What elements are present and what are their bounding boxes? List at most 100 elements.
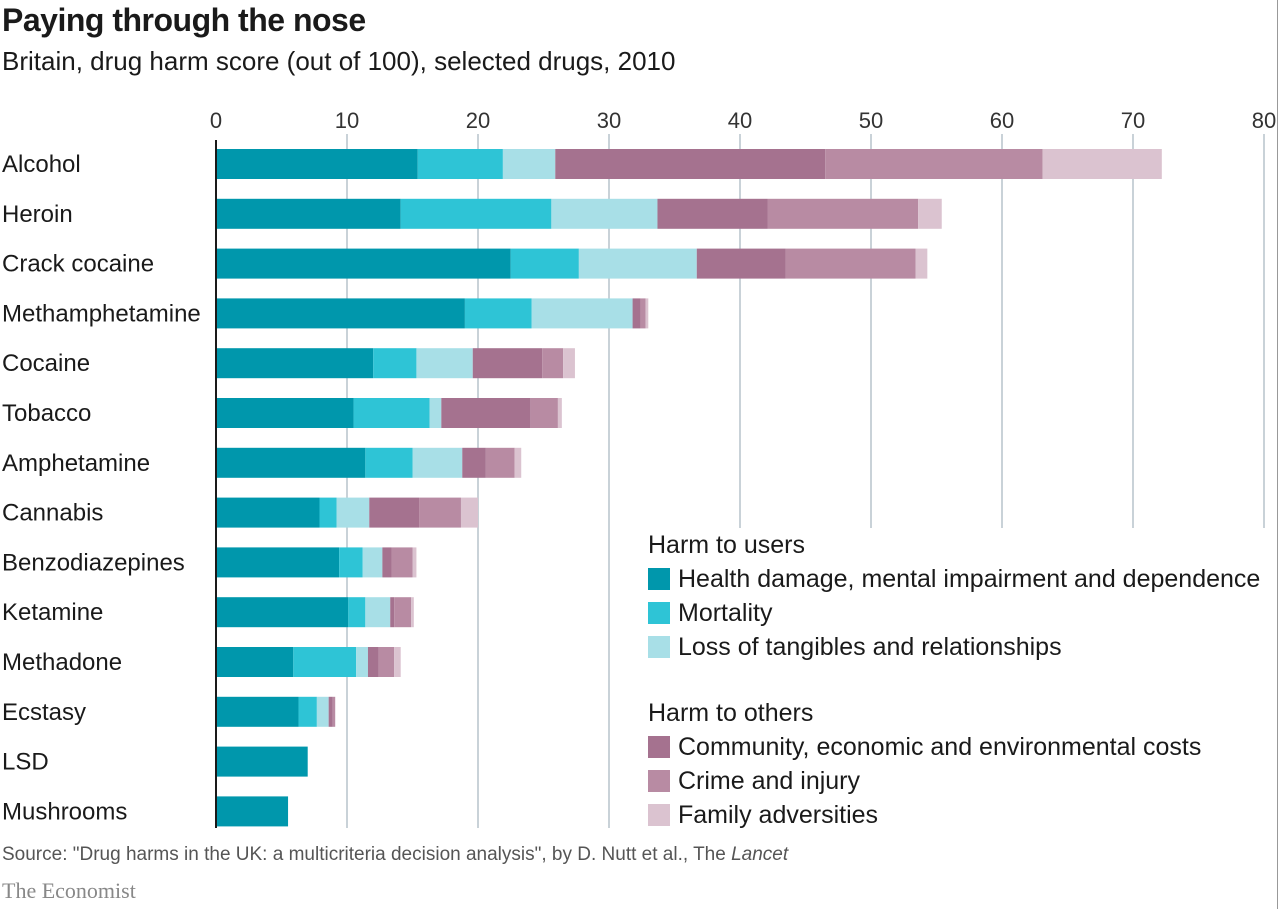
chart-title: Paying through the nose [2,2,366,38]
bar-segment [632,298,641,329]
bar-segment [339,547,363,578]
bar-segment [216,497,320,528]
source-journal: Lancet [731,844,789,865]
bar-segment [216,398,354,428]
legend-label: Community, economic and environmental co… [678,733,1202,761]
category-label: Tobacco [2,400,91,427]
legend-item: Community, economic and environmental co… [648,730,1273,764]
bar-segment [391,547,413,578]
category-label: Ecstasy [2,699,86,726]
bar-segment [336,497,370,528]
bar-segment [216,547,340,578]
x-tick-label: 30 [597,108,621,133]
bar-segment [369,497,420,528]
bar-segment [316,696,329,727]
bar-segment [542,348,564,379]
bar-segment [216,348,374,379]
bar-segment [216,447,366,478]
legend-item: Family adversities [648,798,1273,832]
legend-label: Family adversities [678,801,879,829]
bar-segment [216,796,289,827]
bar-segment [657,198,768,229]
bar-segment [216,746,308,777]
bar-segment [460,497,478,528]
category-label: Cannabis [2,500,103,527]
bar-segment [767,198,919,229]
source-note: Source: "Drug harms in the UK: a multicr… [2,844,788,866]
bar-segment [216,198,401,229]
bar-segment [412,547,417,578]
bar-segment [417,149,503,179]
bar-segment [472,348,543,379]
bar-segment [394,647,401,677]
bar-segment [365,447,413,478]
publisher-logo: The Economist [2,878,136,903]
bar-segment [411,597,414,628]
bar-segment [557,398,562,428]
legend-swatch [648,602,670,624]
bar-segment [485,447,515,478]
bar-segment [373,348,417,379]
legend-item: Loss of tangibles and relationships [648,630,1273,664]
bar-segment [462,447,486,478]
bar-segment [918,198,942,229]
legend: Harm to users Health damage, mental impa… [648,528,1273,832]
bar-segment [390,597,395,628]
bar-segment [298,696,317,727]
bar-segment [502,149,556,179]
bar-segment [348,597,366,628]
bar-segment [378,647,395,677]
bar-segment [915,248,928,279]
legend-label: Health damage, mental impairment and dep… [678,565,1261,593]
x-tick-label: 0 [210,108,222,133]
bar-segment [645,298,649,329]
legend-label: Loss of tangibles and relationships [678,633,1062,661]
x-tick-label: 50 [859,108,883,133]
bar-segment [416,348,473,379]
category-label: Amphetamine [2,450,150,477]
legend-swatch [648,804,670,826]
bar-segment [216,597,349,628]
bar-segment [825,149,1043,179]
bar-segment [362,547,383,578]
legend-item: Health damage, mental impairment and dep… [648,562,1273,596]
bar-segment [419,497,461,528]
bar-segment [216,298,465,329]
category-label: Mushrooms [2,798,127,825]
bar-segment [412,447,463,478]
bar-segment [441,398,531,428]
legend-label: Mortality [678,599,773,627]
x-tick-label: 70 [1121,108,1145,133]
bar-segment [510,248,579,279]
legend-heading-users: Harm to users [648,531,805,559]
bar-segment [332,696,336,727]
category-label: LSD [2,749,49,776]
category-label: Cocaine [2,350,90,377]
x-tick-label: 60 [990,108,1014,133]
category-label: Methadone [2,649,122,676]
chart-subtitle: Britain, drug harm score (out of 100), s… [2,46,676,76]
bar-segment [216,149,418,179]
x-tick-label: 40 [728,108,752,133]
category-label: Heroin [2,201,73,228]
x-tick-label: 80 [1252,108,1276,133]
bar-segment [551,198,658,229]
bar-segment [696,248,786,279]
category-label: Crack cocaine [2,251,154,278]
bar-segment [531,298,633,329]
bar-segment [367,647,379,677]
legend-label: Crime and injury [678,767,861,795]
bar-segment [640,298,646,329]
bar-segment [382,547,392,578]
source-text: Source: "Drug harms in the UK: a multicr… [2,844,732,865]
bar-segment [353,398,430,428]
bar-segment [216,647,294,677]
legend-swatch [648,568,670,590]
bar-segment [555,149,826,179]
bar-segment [530,398,558,428]
legend-item: Mortality [648,596,1273,630]
category-label: Alcohol [2,151,81,178]
bar-segment [319,497,337,528]
bar-segment [293,647,357,677]
bar-segment [464,298,532,329]
